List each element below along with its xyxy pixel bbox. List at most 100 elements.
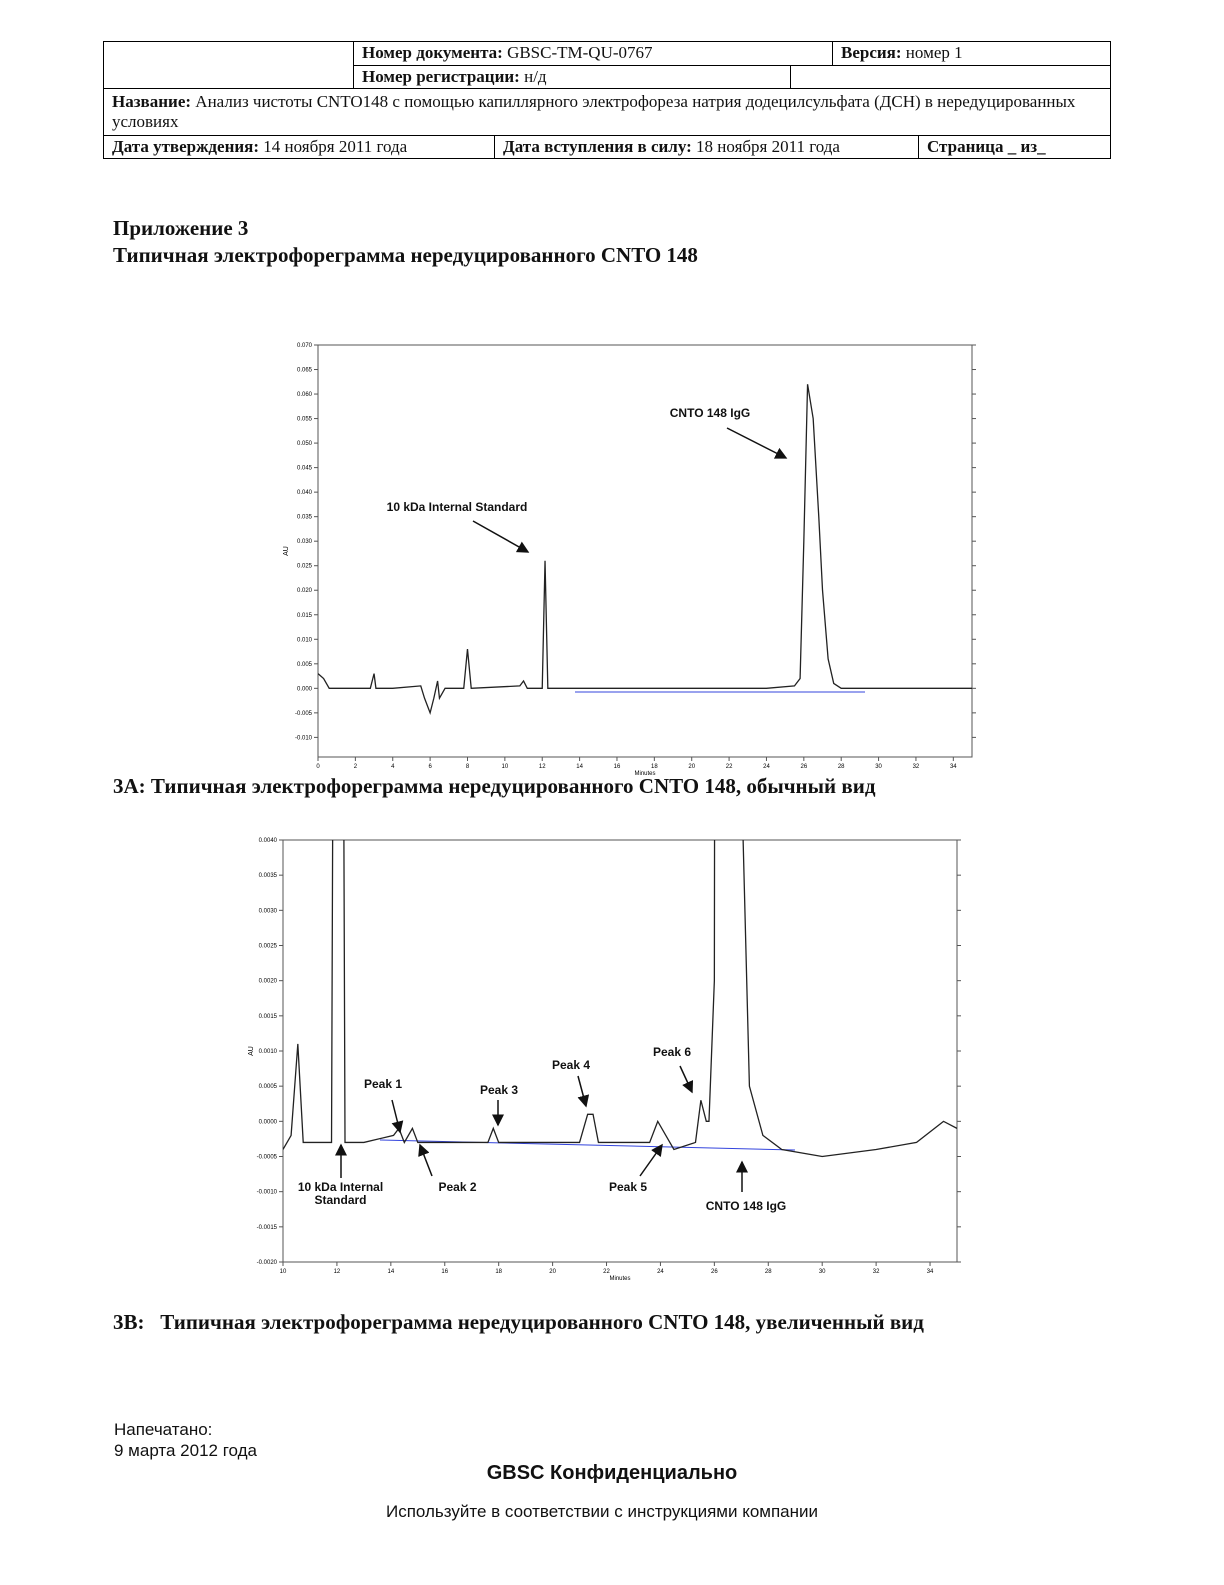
x-tick-label: 12: [334, 1269, 341, 1275]
y-tick-label: 0.050: [297, 441, 313, 447]
annotation: Peak 5: [608, 1180, 648, 1194]
label: Название:: [112, 92, 192, 111]
x-tick-label: 24: [657, 1269, 664, 1275]
x-tick-label: 34: [950, 764, 957, 770]
value: 18 ноября 2011 года: [696, 137, 840, 156]
y-tick-label: 0.045: [297, 466, 313, 472]
y-tick-label: 0.0030: [259, 908, 278, 914]
trace: [318, 384, 972, 716]
value: GBSC-TM-QU-0767: [507, 43, 653, 62]
printed-date: 9 марта 2012 года: [114, 1441, 257, 1460]
y-tick-label: 0.000: [297, 686, 313, 692]
y-tick-label: 0.0015: [259, 1014, 278, 1020]
x-tick-label: 30: [819, 1269, 826, 1275]
x-tick-label: 8: [466, 764, 470, 770]
x-tick-label: 28: [838, 764, 845, 770]
arrow: [639, 1143, 663, 1177]
y-tick-label: 0.0010: [259, 1049, 278, 1055]
annotation: Peak 6: [652, 1045, 692, 1059]
y-tick-label: 0.065: [297, 368, 313, 374]
x-tick-label: 18: [495, 1269, 502, 1275]
x-tick-label: 14: [576, 764, 583, 770]
cell: Дата вступления в силу: 18 ноября 2011 г…: [494, 135, 919, 159]
notice: Используйте в соответствии с инструкциям…: [385, 1502, 819, 1521]
y-tick-label: -0.0020: [257, 1260, 278, 1266]
y-tick-label: 0.060: [297, 392, 313, 398]
x-tick-label: 16: [614, 764, 621, 770]
x-tick-label: 34: [927, 1269, 934, 1275]
y-tick-label: 0.0040: [259, 838, 278, 844]
value: Анализ чистоты CNTO148 с помощью капилля…: [112, 92, 1076, 131]
y-tick-label: 0.020: [297, 588, 313, 594]
annotation: 10 kDa Internal Standard: [297, 1180, 384, 1207]
printed: Напечатано: 9 марта 2012 года: [114, 1419, 257, 1461]
y-tick-label: 0.0000: [259, 1119, 278, 1125]
arrow: [472, 520, 530, 553]
value: 14 ноября 2011 года: [263, 137, 408, 156]
annotation: Peak 1: [363, 1077, 403, 1091]
arrow: [418, 1143, 433, 1177]
annotation: Peak 2: [438, 1180, 477, 1194]
x-tick-label: 14: [387, 1269, 394, 1275]
annotation: Peak 4: [551, 1058, 591, 1072]
y-tick-label: -0.0015: [257, 1225, 278, 1231]
y-tick-label: 0.035: [297, 515, 313, 521]
annotation: 10 kDa Internal Standard: [386, 500, 528, 514]
y-tick-label: -0.0010: [257, 1190, 278, 1196]
label: Номер регистрации:: [362, 67, 520, 86]
x-tick-label: 30: [875, 764, 882, 770]
y-tick-label: 0.055: [297, 417, 313, 423]
x-axis-label: Minutes: [634, 771, 655, 777]
label: Версия:: [841, 43, 902, 62]
x-tick-label: 0: [316, 764, 320, 770]
y-axis-label: AU: [248, 1046, 255, 1056]
x-tick-label: 24: [763, 764, 770, 770]
cell: Страница _ из_: [918, 135, 1111, 159]
y-tick-label: -0.005: [295, 711, 313, 717]
y-tick-label: 0.010: [297, 637, 313, 643]
arrow: [577, 1075, 590, 1108]
y-axis-label: AU: [283, 546, 290, 556]
x-tick-label: 20: [688, 764, 695, 770]
y-tick-label: 0.030: [297, 539, 313, 545]
y-tick-label: -0.010: [295, 735, 313, 741]
x-tick-label: 10: [280, 1269, 287, 1275]
y-tick-label: 0.025: [297, 564, 313, 570]
y-tick-label: 0.015: [297, 613, 313, 619]
caption: 3A: Типичная электрофореграмма нередуцир…: [113, 774, 876, 798]
y-tick-label: 0.005: [297, 662, 313, 668]
x-tick-label: 18: [651, 764, 658, 770]
label: Дата утверждения:: [112, 137, 260, 156]
x-tick-label: 10: [502, 764, 509, 770]
x-tick-label: 26: [800, 764, 807, 770]
x-tick-label: 16: [441, 1269, 448, 1275]
baseline: [379, 1139, 796, 1151]
y-tick-label: 0.0035: [259, 873, 278, 879]
annotation: Peak 3: [479, 1083, 519, 1097]
value: н/д: [524, 67, 547, 86]
value: номер 1: [905, 43, 963, 62]
x-tick-label: 22: [726, 764, 733, 770]
subheading: Типичная электрофореграмма нередуцирован…: [113, 243, 698, 267]
y-tick-label: 0.0025: [259, 944, 278, 950]
y-tick-label: -0.0005: [257, 1155, 278, 1161]
caption: 3В: Типичная электрофореграмма нередуцир…: [113, 1310, 924, 1334]
arrow: [726, 427, 788, 459]
heading: Приложение 3: [113, 216, 249, 240]
y-tick-label: 0.070: [297, 343, 313, 349]
cell: Дата утверждения: 14 ноября 2011 года: [103, 135, 495, 159]
x-tick-label: 6: [428, 764, 432, 770]
y-tick-label: 0.040: [297, 490, 313, 496]
annotation: CNTO 148 IgG: [669, 406, 751, 420]
label: Номер документа:: [362, 43, 503, 62]
trace: [283, 840, 957, 1158]
x-tick-label: 32: [913, 764, 920, 770]
confidential: GBSC Конфиденциально: [486, 1462, 738, 1484]
x-tick-label: 26: [711, 1269, 718, 1275]
x-tick-label: 28: [765, 1269, 772, 1275]
x-tick-label: 20: [549, 1269, 556, 1275]
label: Дата вступления в силу:: [503, 137, 692, 156]
arrow: [679, 1065, 694, 1094]
